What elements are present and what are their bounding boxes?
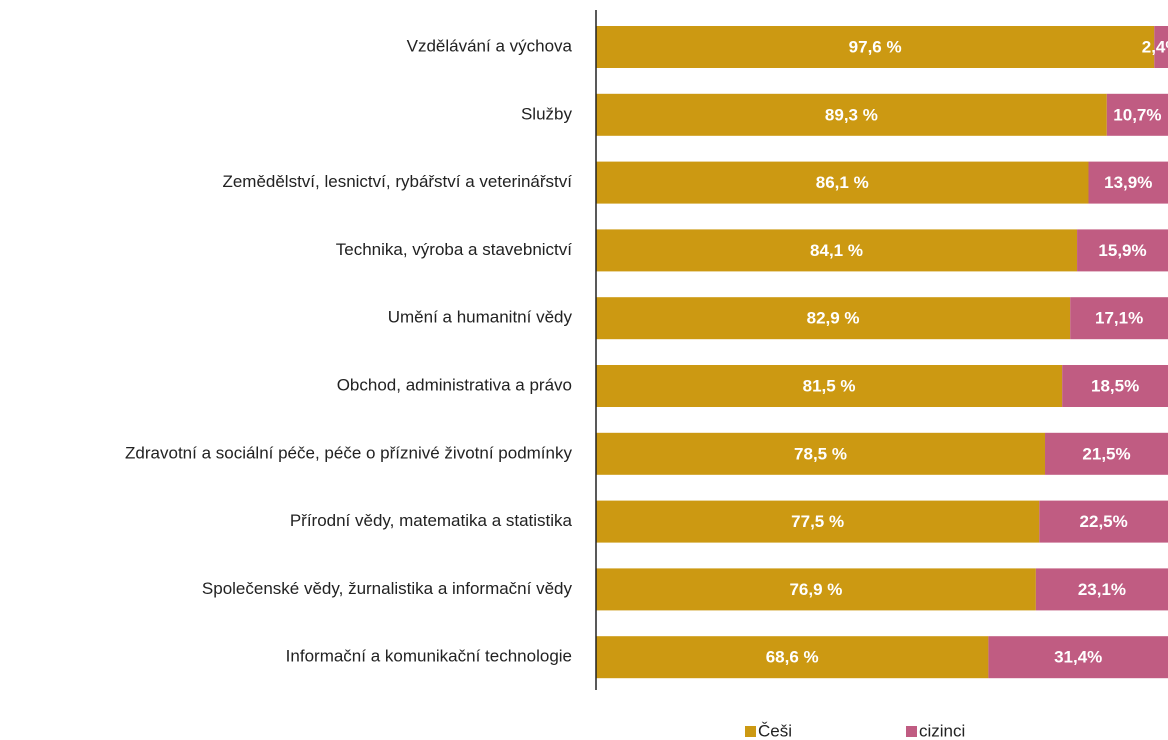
value-label: 10,7%	[1113, 105, 1161, 124]
value-label: 78,5 %	[794, 444, 847, 463]
bar-segment	[1039, 500, 1168, 543]
y-tick-label: Obchod, administrativa a právo	[337, 375, 572, 394]
bar-segment	[1035, 568, 1168, 611]
value-label: 21,5%	[1082, 444, 1130, 463]
value-label: 76,9 %	[789, 580, 842, 599]
legend-label: cizinci	[919, 721, 965, 740]
y-tick-label: Technika, výroba a stavebnictví	[336, 240, 573, 259]
value-label: 15,9%	[1098, 241, 1146, 260]
bar-segment	[1070, 297, 1168, 340]
bar-segment	[988, 636, 1168, 679]
value-label: 22,5%	[1080, 512, 1128, 531]
bar-segment	[1154, 26, 1168, 68]
bar-segment	[596, 26, 1155, 68]
bar-segment	[1088, 161, 1168, 204]
bar-segment	[596, 229, 1078, 272]
value-label: 2,4%	[1142, 37, 1168, 56]
value-label: 17,1%	[1095, 309, 1143, 328]
value-label: 68,6 %	[766, 648, 819, 667]
bar-segment	[596, 568, 1036, 611]
bar-segment	[596, 297, 1071, 340]
value-label: 13,9%	[1104, 173, 1152, 192]
value-label: 81,5 %	[803, 376, 856, 395]
legend-swatch	[745, 726, 756, 737]
value-label: 18,5%	[1091, 376, 1139, 395]
bar-segment	[596, 500, 1040, 543]
value-label: 23,1%	[1078, 580, 1126, 599]
bar-segment	[596, 93, 1107, 136]
bar-segment	[1077, 229, 1168, 272]
bar-segment	[1106, 93, 1168, 136]
y-tick-label: Vzdělávání a výchova	[407, 36, 573, 55]
value-label: 82,9 %	[807, 309, 860, 328]
legend-label: Češi	[758, 721, 792, 740]
bar-segment	[596, 636, 989, 679]
y-tick-label: Informační a komunikační technologie	[286, 647, 572, 666]
y-tick-label: Zdravotní a sociální péče, péče o přízni…	[125, 443, 572, 462]
bar-segment	[596, 432, 1046, 475]
value-label: 77,5 %	[791, 512, 844, 531]
y-tick-label: Společenské vědy, žurnalistika a informa…	[202, 579, 573, 598]
bar-segment	[596, 365, 1063, 407]
value-label: 89,3 %	[825, 105, 878, 124]
bar-segment	[1062, 365, 1168, 407]
bar-segment	[596, 161, 1089, 204]
y-tick-label: Přírodní vědy, matematika a statistika	[290, 511, 573, 530]
legend-swatch	[906, 726, 917, 737]
value-label: 86,1 %	[816, 173, 869, 192]
value-label: 31,4%	[1054, 648, 1102, 667]
y-tick-label: Služby	[521, 104, 573, 123]
y-tick-label: Zemědělství, lesnictví, rybářství a vete…	[222, 172, 572, 191]
bar-segment	[1045, 432, 1168, 475]
value-label: 84,1 %	[810, 241, 863, 260]
y-tick-label: Umění a humanitní vědy	[388, 308, 573, 327]
value-label: 97,6 %	[849, 37, 902, 56]
